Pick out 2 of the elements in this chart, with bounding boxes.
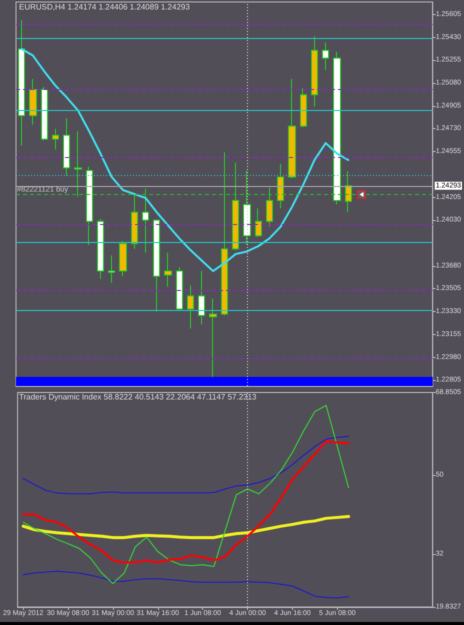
chart-title: Traders Dynamic Index 58.8222 40.5143 22.2064 47.1147 57.2313	[19, 392, 258, 402]
chart-title: EURUSD,H4 1.24174 1.24406 1.24089 1.24293	[19, 2, 190, 12]
